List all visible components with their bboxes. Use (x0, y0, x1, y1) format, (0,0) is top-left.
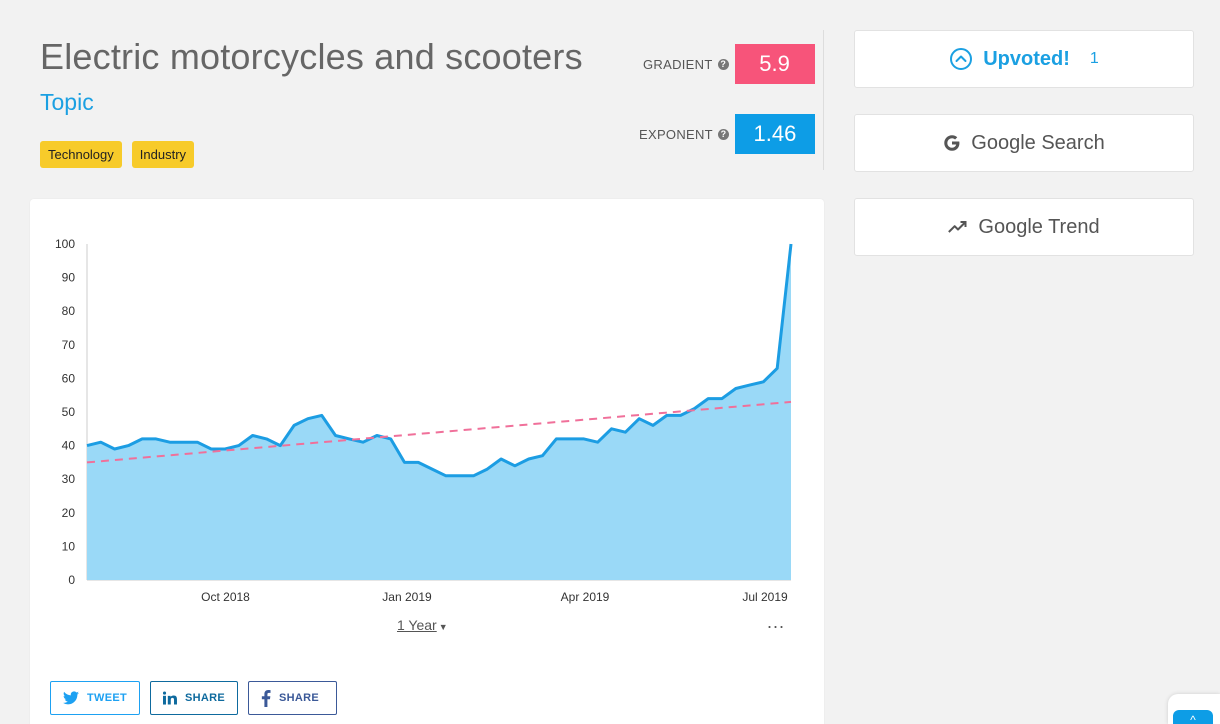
y-tick-label: 10 (62, 539, 76, 553)
google-search-button[interactable]: Google Search (854, 114, 1194, 172)
upvote-label: Upvoted! (983, 47, 1070, 70)
gradient-help-icon[interactable]: ? (717, 58, 729, 70)
gradient-metric: GRADIENT ? 5.9 (643, 44, 815, 84)
tag-industry[interactable]: Industry (131, 141, 195, 168)
exponent-metric: EXPONENT ? 1.46 (639, 114, 815, 154)
time-range-label: 1 Year (397, 617, 437, 633)
trend-chart: 0 10 20 30 40 50 60 70 80 90 100 Oct 2018 Jan 2019 Ap… (55, 237, 793, 604)
chevron-up-circle-icon (950, 48, 973, 70)
google-search-label: Google Search (971, 131, 1105, 154)
y-tick-label: 0 (68, 573, 75, 587)
facebook-icon (261, 689, 271, 707)
gradient-label: GRADIENT (643, 56, 713, 72)
tag-technology[interactable]: Technology (40, 141, 122, 168)
y-tick-label: 70 (62, 338, 76, 352)
series-line (86, 243, 793, 478)
upvote-button[interactable]: Upvoted! 1 (854, 30, 1194, 88)
exponent-help-icon[interactable]: ? (717, 128, 729, 140)
y-tick-label: 50 (62, 405, 76, 419)
tweet-button[interactable]: TWEET (50, 681, 140, 715)
more-options-icon[interactable]: ... (767, 612, 786, 632)
divider (823, 30, 824, 170)
linkedin-share-button[interactable]: SHARE (150, 681, 238, 715)
google-trend-button[interactable]: Google Trend (854, 198, 1194, 256)
google-g-icon (944, 135, 960, 151)
topic-link[interactable]: Topic (40, 89, 94, 115)
facebook-share-label: SHARE (279, 692, 320, 704)
x-tick-label: Jan 2019 (382, 590, 432, 604)
time-range-dropdown[interactable]: 1 Year ▼ (397, 617, 448, 633)
exponent-value: 1.46 (734, 114, 815, 154)
y-tick-label: 40 (62, 439, 76, 453)
share-buttons: TWEET SHARE SHARE (50, 681, 337, 715)
facebook-share-button[interactable]: SHARE (248, 681, 337, 715)
y-tick-label: 100 (55, 237, 75, 251)
series-area (87, 244, 791, 580)
x-tick-label: Oct 2018 (201, 590, 250, 604)
linkedin-share-label: SHARE (184, 692, 225, 704)
x-tick-label: Apr 2019 (561, 590, 610, 604)
tag-list: Technology Industry (40, 141, 195, 168)
upvote-count: 1 (1089, 50, 1099, 67)
exponent-label: EXPONENT (639, 126, 713, 142)
caret-down-icon: ▼ (438, 622, 448, 632)
linkedin-icon (163, 691, 177, 705)
page-title: Electric motorcycles and scooters (40, 36, 583, 77)
chart-card: 0 10 20 30 40 50 60 70 80 90 100 Oct 2018 Jan 2019 Ap… (30, 199, 824, 724)
trending-up-icon (948, 221, 967, 233)
y-tick-label: 60 (62, 371, 76, 385)
google-trend-label: Google Trend (978, 215, 1100, 238)
y-tick-label: 30 (62, 472, 76, 486)
y-tick-label: 20 (62, 506, 76, 520)
tweet-label: TWEET (87, 692, 127, 704)
x-tick-label: Jul 2019 (742, 590, 788, 604)
y-tick-label: 90 (62, 271, 76, 285)
twitter-icon (63, 691, 79, 705)
scroll-top-button[interactable]: ^ (1173, 710, 1213, 724)
gradient-value: 5.9 (734, 44, 815, 84)
trend-line (86, 400, 792, 464)
y-tick-label: 80 (62, 304, 76, 318)
